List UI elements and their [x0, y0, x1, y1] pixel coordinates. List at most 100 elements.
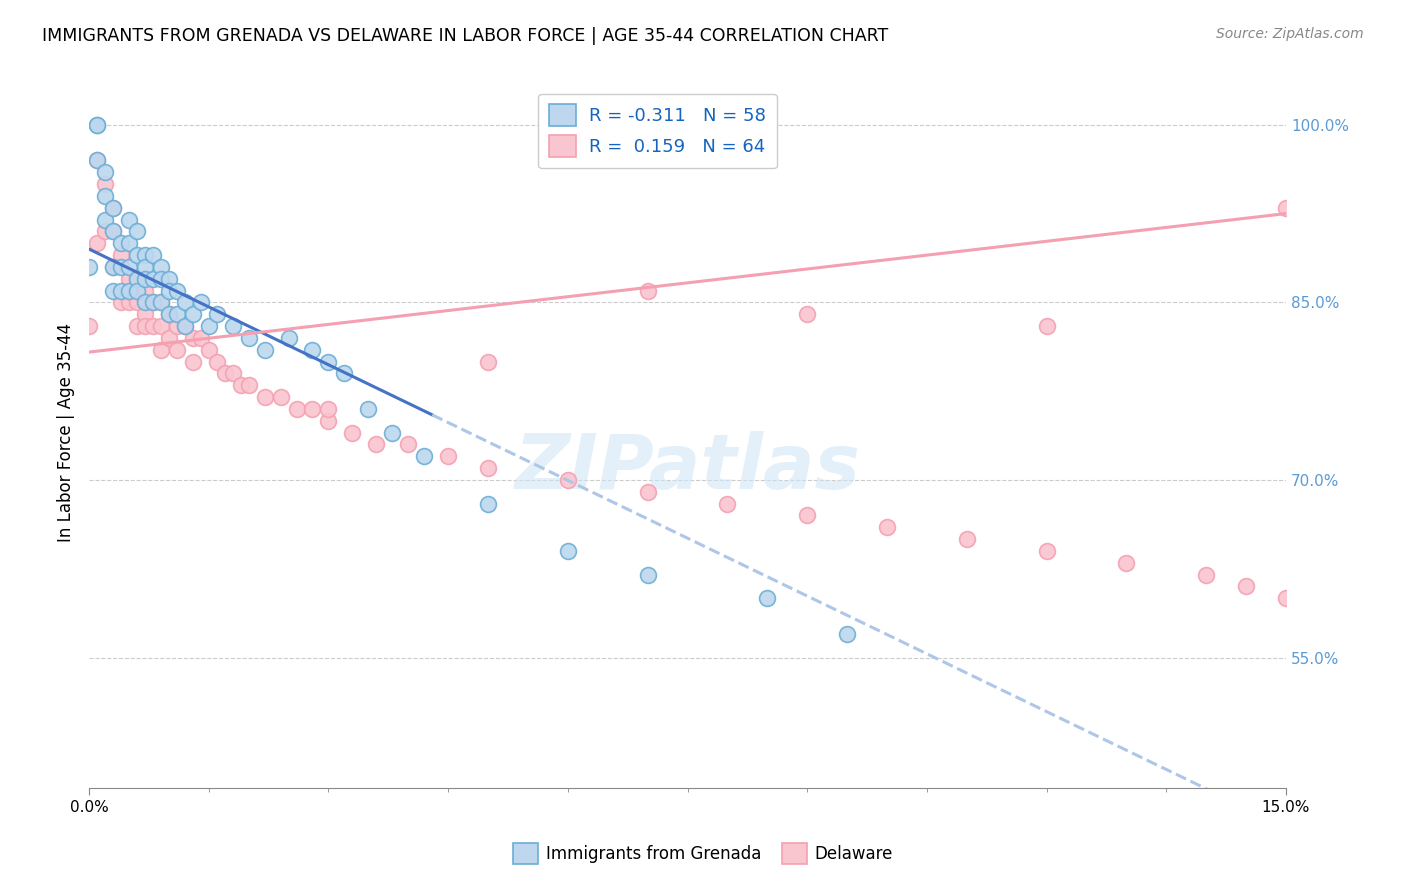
Point [118, 295, 141, 310]
Point [173, 295, 195, 310]
Point [253, 390, 276, 404]
Point [134, 284, 156, 298]
Point [166, 307, 188, 321]
Legend: Immigrants from Grenada, Delaware: Immigrants from Grenada, Delaware [506, 837, 900, 871]
Point [101, 260, 124, 274]
Point [149, 319, 172, 334]
Point [86, 236, 108, 251]
Point [134, 248, 156, 262]
Point [318, 414, 340, 428]
Point [101, 284, 124, 298]
Point [118, 236, 141, 251]
Point [134, 260, 156, 274]
Point [86, 118, 108, 132]
Point [101, 260, 124, 274]
Point [205, 307, 228, 321]
Point [835, 627, 858, 641]
Point [637, 484, 659, 499]
Point [118, 271, 141, 285]
Point [166, 284, 188, 298]
Point [125, 271, 148, 285]
Point [637, 284, 659, 298]
Point [173, 319, 195, 334]
Point [796, 508, 818, 523]
Point [190, 295, 212, 310]
Point [94, 212, 117, 227]
Point [238, 331, 260, 345]
Point [118, 260, 141, 274]
Point [166, 343, 188, 357]
Point [1275, 201, 1298, 215]
Text: IMMIGRANTS FROM GRENADA VS DELAWARE IN LABOR FORCE | AGE 35-44 CORRELATION CHART: IMMIGRANTS FROM GRENADA VS DELAWARE IN L… [42, 27, 889, 45]
Point [1035, 544, 1057, 558]
Point [1275, 591, 1298, 606]
Point [86, 118, 108, 132]
Point [77, 319, 100, 334]
Point [205, 354, 228, 368]
Point [125, 271, 148, 285]
Point [318, 354, 340, 368]
Point [166, 319, 188, 334]
Point [238, 378, 260, 392]
Point [557, 544, 579, 558]
Point [477, 461, 499, 475]
Point [101, 224, 124, 238]
Point [125, 284, 148, 298]
Point [94, 224, 117, 238]
Point [125, 224, 148, 238]
Point [142, 271, 165, 285]
Point [197, 319, 219, 334]
Point [190, 331, 212, 345]
Point [157, 307, 180, 321]
Point [285, 401, 308, 416]
Point [86, 153, 108, 168]
Point [1035, 319, 1057, 334]
Text: ZIPatlas: ZIPatlas [515, 431, 860, 505]
Point [142, 319, 165, 334]
Point [157, 284, 180, 298]
Point [101, 201, 124, 215]
Point [110, 248, 132, 262]
Point [110, 236, 132, 251]
Point [396, 437, 419, 451]
Point [229, 378, 252, 392]
Y-axis label: In Labor Force | Age 35-44: In Labor Force | Age 35-44 [58, 323, 75, 542]
Point [318, 401, 340, 416]
Point [86, 153, 108, 168]
Point [94, 165, 117, 179]
Point [342, 425, 364, 440]
Point [157, 271, 180, 285]
Point [110, 295, 132, 310]
Point [110, 284, 132, 298]
Point [557, 473, 579, 487]
Point [876, 520, 898, 534]
Text: Source: ZipAtlas.com: Source: ZipAtlas.com [1216, 27, 1364, 41]
Point [637, 567, 659, 582]
Point [1234, 580, 1257, 594]
Point [301, 343, 323, 357]
Point [1195, 567, 1218, 582]
Legend: R = -0.311   N = 58, R =  0.159   N = 64: R = -0.311 N = 58, R = 0.159 N = 64 [538, 94, 776, 169]
Point [125, 319, 148, 334]
Point [413, 450, 436, 464]
Point [756, 591, 779, 606]
Point [94, 177, 117, 191]
Point [357, 401, 380, 416]
Point [149, 295, 172, 310]
Point [149, 343, 172, 357]
Point [134, 271, 156, 285]
Point [181, 307, 204, 321]
Point [796, 307, 818, 321]
Point [77, 260, 100, 274]
Point [142, 295, 165, 310]
Point [366, 437, 388, 451]
Point [134, 307, 156, 321]
Point [125, 295, 148, 310]
Point [222, 367, 245, 381]
Point [101, 201, 124, 215]
Point [181, 354, 204, 368]
Point [125, 248, 148, 262]
Point [1115, 556, 1137, 570]
Point [149, 295, 172, 310]
Point [110, 260, 132, 274]
